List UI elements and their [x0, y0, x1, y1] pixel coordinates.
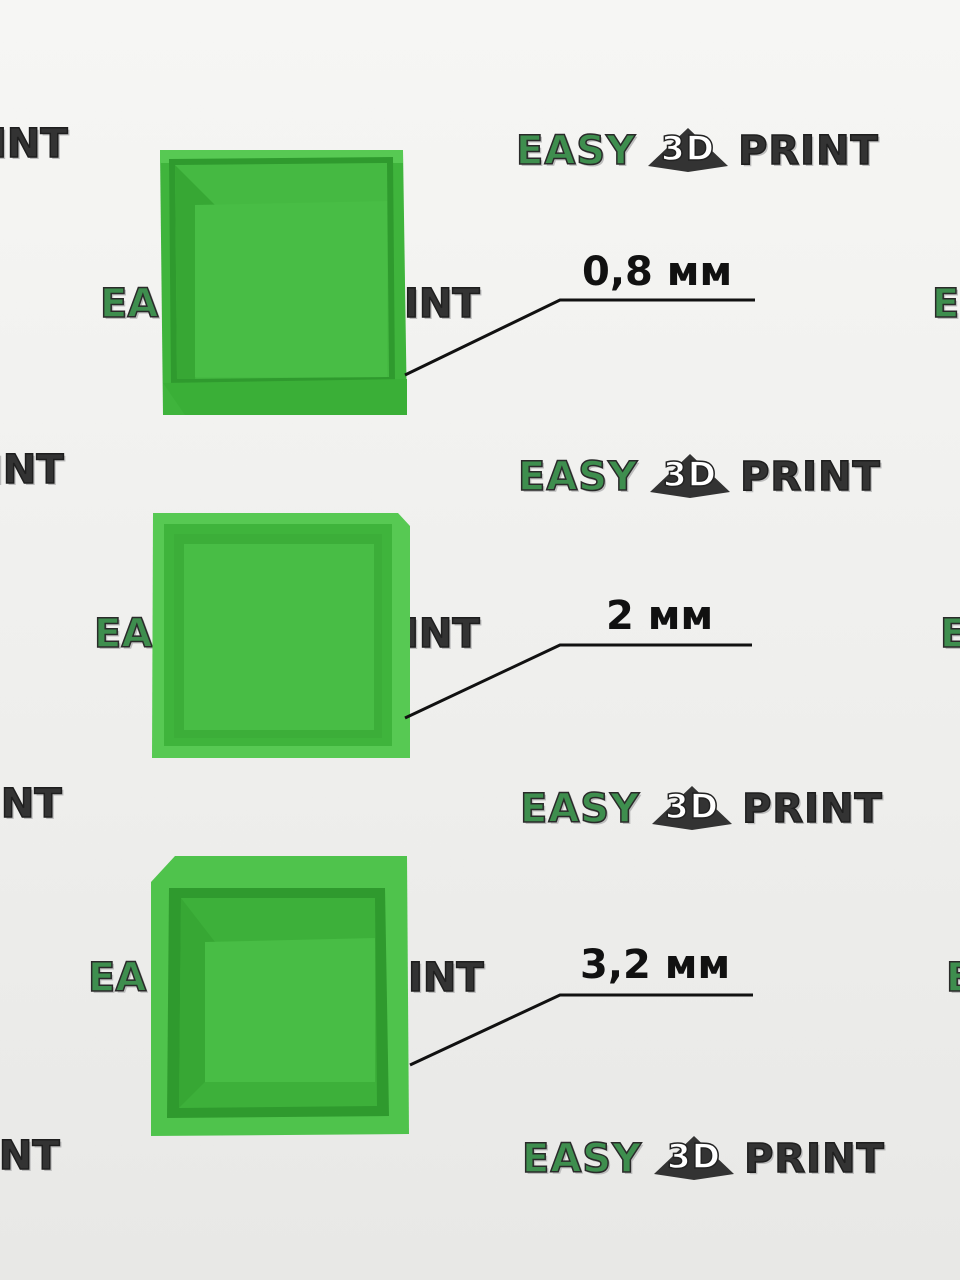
logo-mark-text: 3D	[667, 1137, 721, 1177]
easy3dprint-logo: EASY 3D PRINT	[519, 778, 883, 839]
logo-word-print: PRINT	[741, 785, 883, 832]
easy3dprint-logo: EASY 3D PRINT	[521, 1128, 885, 1189]
printed-box-0-8mm	[160, 150, 407, 415]
logo-word-easy: EASY	[521, 1135, 643, 1182]
label-wall-2mm: 2 мм	[606, 593, 714, 639]
logo-fragment-left-edge: INT	[0, 781, 62, 827]
logo-fragment-right-edge: E	[939, 611, 960, 657]
logo-3d-mark: 3D	[648, 1128, 738, 1189]
logo-mark-text: 3D	[665, 787, 719, 827]
logo-fragment-mid: INT	[407, 955, 484, 1001]
logo-word-easy: EASY	[517, 453, 639, 500]
easy3dprint-logo: EASY 3D PRINT	[515, 120, 879, 181]
logo-word-print: PRINT	[739, 453, 881, 500]
logo-word-print: PRINT	[743, 1135, 885, 1182]
logo-fragment-right-edge: E	[945, 955, 960, 1001]
logo-mark-text: 3D	[663, 455, 717, 495]
logo-fragment-left-edge: INT	[0, 121, 68, 167]
logo-fragment-right-edge: E	[931, 281, 960, 327]
label-wall-3-2mm: 3,2 мм	[580, 942, 731, 988]
easy3dprint-logo: EASY 3D PRINT	[517, 446, 881, 507]
logo-word-easy: EASY	[515, 127, 637, 174]
logo-fragment-mid: EA	[87, 955, 147, 1001]
logo-fragment-mid: INT	[403, 281, 480, 327]
logo-fragment-left-edge: INT	[0, 447, 64, 493]
printed-box-2mm	[152, 513, 410, 758]
logo-fragment-mid: EA	[93, 611, 153, 657]
logo-3d-mark: 3D	[646, 778, 736, 839]
logo-3d-mark: 3D	[642, 120, 732, 181]
logo-fragment-mid: EA	[99, 281, 159, 327]
label-wall-0-8mm: 0,8 мм	[582, 249, 733, 295]
printed-box-3-2mm	[151, 856, 409, 1136]
logo-fragment-left-edge: INT	[0, 1133, 60, 1179]
logo-word-easy: EASY	[519, 785, 641, 832]
logo-fragment-mid: INT	[403, 611, 480, 657]
logo-mark-text: 3D	[661, 129, 715, 169]
logo-word-print: PRINT	[737, 127, 879, 174]
leader-line-3-2mm	[409, 993, 753, 1067]
logo-3d-mark: 3D	[644, 446, 734, 507]
